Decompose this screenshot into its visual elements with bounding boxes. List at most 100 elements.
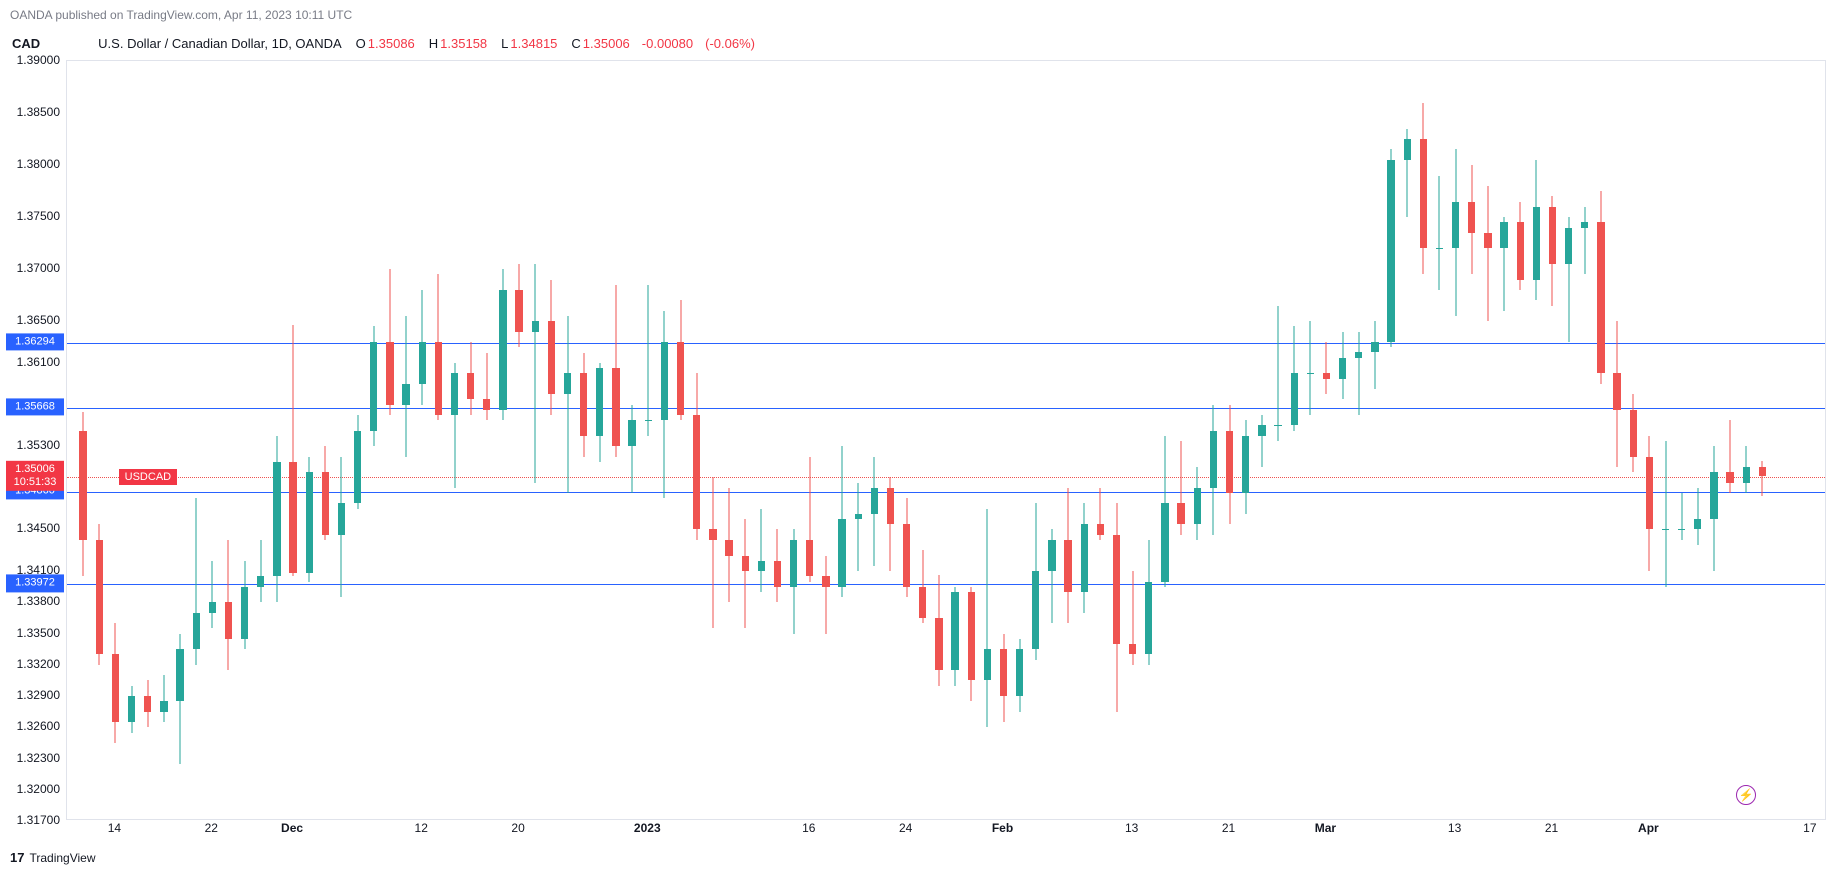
candle[interactable] xyxy=(885,477,896,571)
candle[interactable] xyxy=(1466,165,1477,274)
candle[interactable] xyxy=(417,290,428,405)
candle[interactable] xyxy=(271,436,282,603)
candle[interactable] xyxy=(1644,436,1655,571)
candle[interactable] xyxy=(1224,405,1235,525)
candle[interactable] xyxy=(1111,503,1122,711)
snapshot-icon[interactable]: ⚡ xyxy=(1736,785,1756,805)
candle[interactable] xyxy=(1014,639,1025,712)
candle[interactable] xyxy=(1192,467,1203,540)
candle[interactable] xyxy=(513,264,524,347)
candle[interactable] xyxy=(1046,529,1057,623)
candle[interactable] xyxy=(1482,186,1493,321)
candle[interactable] xyxy=(1305,321,1316,415)
candle[interactable] xyxy=(804,457,815,582)
candle[interactable] xyxy=(1175,441,1186,535)
candle[interactable] xyxy=(578,353,589,457)
candle[interactable] xyxy=(255,540,266,602)
candle[interactable] xyxy=(1159,436,1170,587)
horizontal-line[interactable] xyxy=(67,584,1825,585)
candle[interactable] xyxy=(869,457,880,566)
candle[interactable] xyxy=(1256,415,1267,467)
candle[interactable] xyxy=(158,675,169,722)
candle[interactable] xyxy=(707,477,718,628)
candle[interactable] xyxy=(1418,103,1429,275)
candle[interactable] xyxy=(917,550,928,623)
candle[interactable] xyxy=(740,519,751,628)
candle[interactable] xyxy=(836,446,847,597)
candle[interactable] xyxy=(207,561,218,629)
candle[interactable] xyxy=(659,311,670,498)
candle[interactable] xyxy=(400,316,411,457)
candle[interactable] xyxy=(481,353,492,421)
candle[interactable] xyxy=(949,587,960,686)
candle[interactable] xyxy=(1450,149,1461,316)
candle[interactable] xyxy=(304,457,315,582)
candle[interactable] xyxy=(1563,217,1574,342)
candle[interactable] xyxy=(853,483,864,571)
candle[interactable] xyxy=(982,509,993,728)
candle[interactable] xyxy=(691,373,702,540)
candle[interactable] xyxy=(1741,446,1752,493)
candle[interactable] xyxy=(1579,207,1590,275)
candle[interactable] xyxy=(1369,321,1380,389)
candle[interactable] xyxy=(223,540,234,670)
candle[interactable] xyxy=(675,300,686,420)
candle[interactable] xyxy=(1660,441,1671,587)
candle[interactable] xyxy=(1547,196,1558,305)
candle[interactable] xyxy=(788,529,799,633)
candle[interactable] xyxy=(1434,176,1445,291)
chart-area[interactable]: USDCAD⚡ xyxy=(66,60,1826,820)
candle[interactable] xyxy=(643,285,654,436)
candle[interactable] xyxy=(433,274,444,420)
candle[interactable] xyxy=(1143,540,1154,665)
candle[interactable] xyxy=(336,457,347,598)
candle[interactable] xyxy=(1757,461,1768,496)
candle[interactable] xyxy=(562,316,573,493)
candle[interactable] xyxy=(966,587,977,702)
candle[interactable] xyxy=(1208,405,1219,535)
candle[interactable] xyxy=(901,498,912,597)
candle[interactable] xyxy=(1724,420,1735,493)
candle[interactable] xyxy=(546,280,557,415)
candle[interactable] xyxy=(610,285,621,457)
candle[interactable] xyxy=(287,325,298,576)
candle[interactable] xyxy=(142,680,153,727)
candle[interactable] xyxy=(1628,394,1639,472)
candle[interactable] xyxy=(933,575,944,685)
candle[interactable] xyxy=(1353,332,1364,415)
candle[interactable] xyxy=(1708,446,1719,571)
candle[interactable] xyxy=(94,524,105,665)
candle[interactable] xyxy=(110,623,121,743)
candle[interactable] xyxy=(772,529,783,602)
candle[interactable] xyxy=(449,363,460,488)
candle[interactable] xyxy=(1272,306,1283,441)
candle[interactable] xyxy=(1337,332,1348,400)
candle[interactable] xyxy=(594,363,605,462)
candle[interactable] xyxy=(1079,503,1090,612)
candle[interactable] xyxy=(352,415,363,509)
candle[interactable] xyxy=(126,686,137,733)
candle[interactable] xyxy=(368,326,379,446)
candle[interactable] xyxy=(820,556,831,634)
candle[interactable] xyxy=(1095,488,1106,540)
candle[interactable] xyxy=(191,498,202,665)
candle[interactable] xyxy=(1240,420,1251,514)
candle[interactable] xyxy=(77,412,88,576)
candle[interactable] xyxy=(756,509,767,592)
candle[interactable] xyxy=(1385,149,1396,347)
candle[interactable] xyxy=(1595,191,1606,384)
candle[interactable] xyxy=(1402,129,1413,217)
candle[interactable] xyxy=(1127,571,1138,665)
candle[interactable] xyxy=(465,342,476,415)
candle[interactable] xyxy=(497,269,508,420)
horizontal-line[interactable] xyxy=(67,343,1825,344)
candle[interactable] xyxy=(530,264,541,483)
candle[interactable] xyxy=(320,446,331,540)
candle[interactable] xyxy=(1515,202,1526,290)
candle[interactable] xyxy=(1531,160,1542,301)
candle[interactable] xyxy=(1289,326,1300,430)
candle[interactable] xyxy=(1030,503,1041,659)
candle[interactable] xyxy=(1498,217,1509,311)
candle[interactable] xyxy=(1676,493,1687,540)
candle[interactable] xyxy=(174,634,185,764)
